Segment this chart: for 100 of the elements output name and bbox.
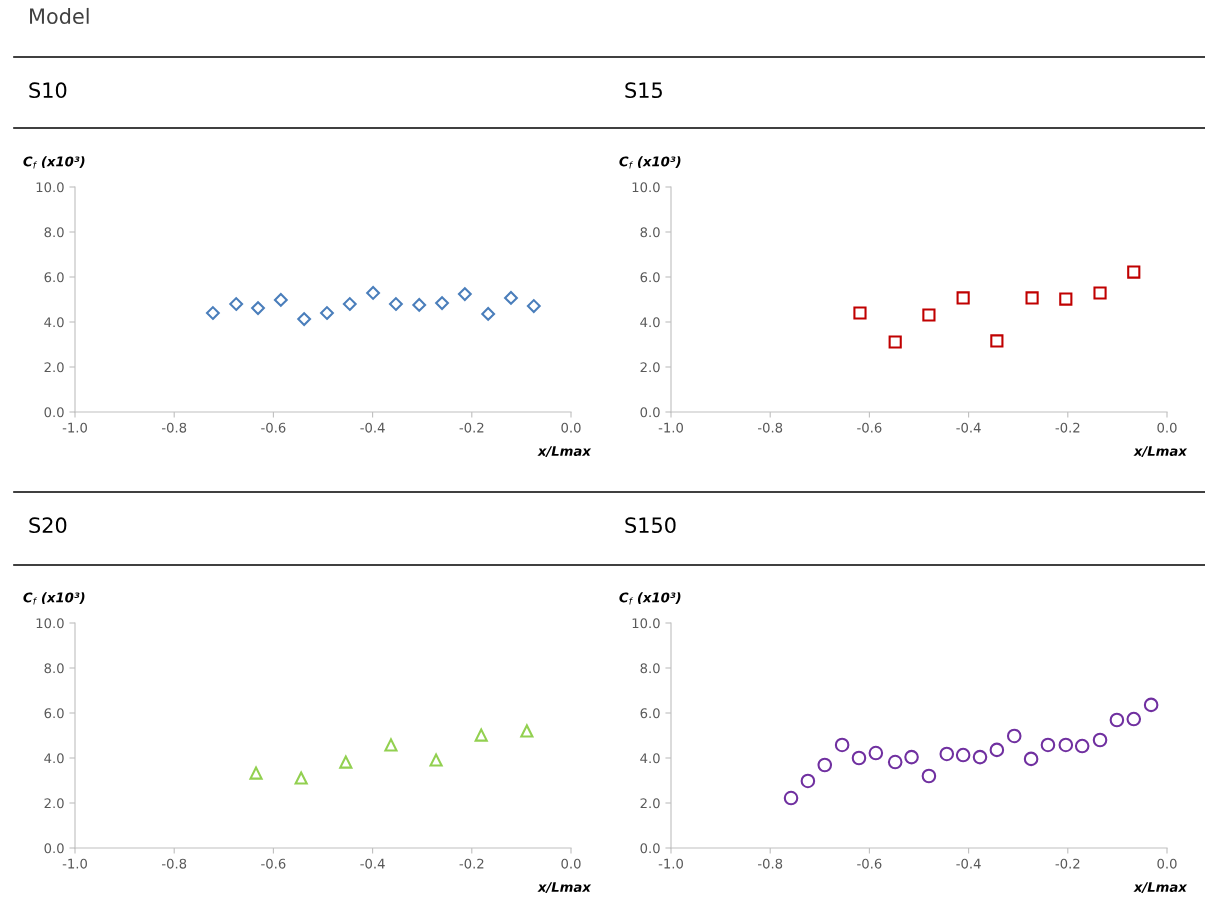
point (817, 757, 833, 773)
x-tick-label: -0.6 (857, 858, 882, 869)
point (956, 291, 970, 305)
point (1093, 286, 1107, 300)
point (853, 306, 867, 320)
point (887, 754, 903, 770)
text: Model (30, 7, 89, 25)
x-tick-label: -0.6 (857, 422, 882, 433)
y-tick-label: 2.0 (44, 362, 64, 373)
point (972, 749, 988, 765)
x-axis-title: x/Lmax (537, 882, 592, 893)
point (388, 297, 403, 311)
point (1126, 711, 1142, 727)
x-tick-label: -0.8 (757, 858, 783, 869)
y-tick-label: 4.0 (44, 317, 64, 328)
point (888, 335, 902, 349)
point (1058, 737, 1074, 753)
point (320, 306, 334, 320)
x-tick-label: 0.0 (561, 422, 581, 433)
chart-title: S15 (625, 82, 662, 99)
x-tick-label: -0.4 (360, 858, 385, 869)
point (273, 293, 288, 307)
point (251, 301, 265, 315)
point (1025, 291, 1039, 305)
x-tick-label: 0.0 (1157, 422, 1177, 433)
point (989, 742, 1005, 758)
y-tick-label: 10.0 (36, 182, 64, 193)
y-tick-label: 6.0 (640, 272, 660, 283)
point (504, 290, 518, 305)
x-tick-label: -1.0 (658, 858, 683, 869)
y-axis-title: C$_{f}$ (x10³) (619, 592, 681, 605)
point (366, 286, 381, 300)
point (904, 749, 919, 765)
x-tick-label: -0.8 (757, 422, 783, 433)
point (339, 755, 353, 769)
x-tick-label: -0.8 (161, 422, 187, 433)
y-tick-label: 2.0 (640, 798, 660, 809)
x-tick-label: -1.0 (658, 422, 683, 433)
point (834, 737, 850, 753)
point (1092, 732, 1108, 748)
point (526, 299, 541, 313)
x-axis-title: x/Lmax (1133, 882, 1188, 893)
y-tick-label: 2.0 (44, 798, 64, 809)
point (783, 790, 799, 806)
point (922, 308, 936, 322)
point (800, 773, 816, 789)
point (520, 724, 534, 738)
y-tick-label: 4.0 (640, 317, 660, 328)
y-tick-label: 10.0 (632, 182, 660, 193)
chart-title: S10 (29, 82, 67, 99)
y-tick-label: 0.0 (640, 843, 660, 854)
point (229, 297, 244, 311)
y-tick-label: 4.0 (640, 753, 660, 764)
x-tick-label: -0.2 (1055, 858, 1080, 869)
point (412, 297, 427, 312)
x-axis-title: x/Lmax (1133, 446, 1188, 457)
point (1006, 728, 1022, 744)
y-tick-label: 2.0 (640, 362, 660, 373)
x-tick-label: -0.8 (161, 858, 187, 869)
y-tick-label: 8.0 (44, 227, 64, 238)
y-tick-label: 10.0 (36, 618, 64, 629)
x-tick-label: -0.2 (459, 422, 484, 433)
x-axis-title: x/Lmax (537, 446, 592, 457)
point (457, 287, 472, 302)
y-tick-label: 8.0 (44, 663, 64, 674)
y-tick-label: 6.0 (640, 708, 660, 719)
point (851, 750, 867, 766)
x-tick-label: 0.0 (1157, 858, 1177, 869)
y-tick-label: 0.0 (44, 407, 64, 418)
point (384, 738, 398, 752)
point (342, 297, 357, 311)
point (1040, 737, 1056, 753)
point (205, 306, 220, 320)
point (481, 306, 496, 321)
x-tick-label: -0.4 (956, 422, 981, 433)
point (939, 746, 955, 762)
point (474, 728, 488, 742)
x-tick-label: -0.6 (261, 858, 286, 869)
x-tick-label: -0.2 (1055, 422, 1080, 433)
y-tick-label: 8.0 (640, 663, 660, 674)
y-tick-label: 4.0 (44, 753, 64, 764)
y-axis-title: C$_{f}$ (x10³) (23, 156, 85, 169)
x-tick-label: 0.0 (561, 858, 581, 869)
point (955, 747, 971, 763)
x-tick-label: -0.6 (261, 422, 286, 433)
y-axis-title: C$_{f}$ (x10³) (619, 156, 681, 169)
point (435, 296, 449, 311)
x-tick-label: -1.0 (62, 858, 87, 869)
chart-title: S20 (29, 517, 67, 534)
y-tick-label: 8.0 (640, 227, 660, 238)
y-tick-label: 10.0 (632, 618, 660, 629)
y-tick-label: 0.0 (44, 843, 64, 854)
point (297, 312, 312, 327)
x-tick-label: -0.4 (360, 422, 385, 433)
x-tick-label: -0.2 (459, 858, 484, 869)
point (1059, 292, 1073, 306)
point (990, 334, 1004, 348)
point (1109, 712, 1125, 728)
y-tick-label: 6.0 (44, 708, 64, 719)
point (1127, 265, 1141, 279)
